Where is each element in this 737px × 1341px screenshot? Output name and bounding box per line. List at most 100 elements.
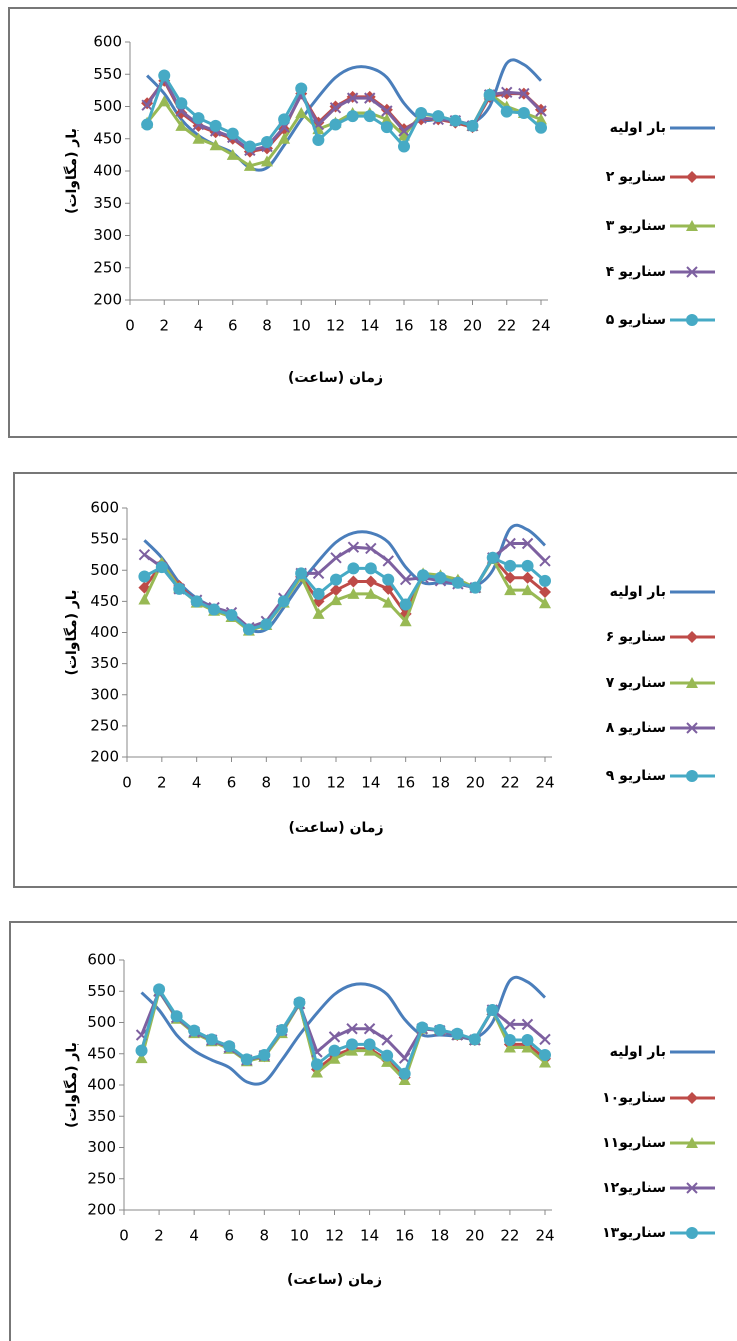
marker xyxy=(522,560,534,572)
y-tick-label: 450 xyxy=(87,1044,116,1062)
x-tick-label: 10 xyxy=(292,317,311,335)
marker xyxy=(311,1058,323,1070)
x-tick-label: 14 xyxy=(360,1227,379,1245)
x-tick-label: 18 xyxy=(429,317,448,335)
marker xyxy=(451,1028,463,1040)
x-tick-label: 24 xyxy=(531,317,550,335)
y-tick-label: 300 xyxy=(90,685,119,703)
y-axis-label: بار (مگاوات) xyxy=(63,590,80,676)
legend-label: سناریو۱۱ xyxy=(602,1135,666,1151)
marker xyxy=(330,119,342,131)
y-tick-label: 500 xyxy=(90,561,119,579)
x-tick-label: 2 xyxy=(157,774,167,792)
marker xyxy=(432,110,444,122)
marker xyxy=(158,70,170,82)
marker xyxy=(138,570,150,582)
legend-marker xyxy=(686,770,698,782)
marker xyxy=(364,1038,376,1050)
x-tick-label: 8 xyxy=(262,317,272,335)
marker xyxy=(295,82,307,94)
marker xyxy=(399,1068,411,1080)
x-tick-label: 2 xyxy=(154,1227,164,1245)
marker xyxy=(383,556,393,566)
x-tick-label: 18 xyxy=(431,774,450,792)
marker xyxy=(331,553,341,563)
legend-marker xyxy=(686,631,698,643)
marker xyxy=(400,598,412,610)
y-tick-label: 350 xyxy=(93,194,122,212)
marker xyxy=(312,134,324,146)
y-tick-label: 400 xyxy=(93,162,122,180)
marker xyxy=(278,113,290,125)
marker xyxy=(467,120,479,132)
x-axis-label: زمان (ساعت) xyxy=(287,1272,382,1288)
legend-label: سناریو۱۳ xyxy=(602,1225,666,1241)
marker xyxy=(223,1040,235,1052)
series-line xyxy=(142,977,545,1084)
x-tick-label: 22 xyxy=(497,317,516,335)
y-tick-label: 200 xyxy=(93,291,122,309)
x-tick-label: 2 xyxy=(159,317,169,335)
legend-label: سناریو ۴ xyxy=(606,264,666,280)
marker xyxy=(398,140,410,152)
marker xyxy=(487,552,499,564)
page: 2002503003504004505005506000246810121416… xyxy=(0,0,737,1341)
marker xyxy=(227,128,239,140)
marker xyxy=(175,97,187,109)
marker xyxy=(518,107,530,119)
x-tick-label: 16 xyxy=(394,317,413,335)
x-tick-label: 6 xyxy=(227,774,237,792)
series-line xyxy=(147,60,541,170)
y-tick-label: 550 xyxy=(93,65,122,83)
figure: 2002503003504004505005506000246810121416… xyxy=(0,0,737,1341)
x-tick-label: 16 xyxy=(396,774,415,792)
marker xyxy=(381,121,393,133)
marker xyxy=(191,595,203,607)
x-tick-label: 6 xyxy=(228,317,238,335)
y-tick-label: 250 xyxy=(93,258,122,276)
marker xyxy=(346,1038,358,1050)
legend-label: سناریو ۲ xyxy=(606,169,666,185)
legend-label: سناریو ۶ xyxy=(606,629,666,645)
marker xyxy=(365,575,377,587)
legend-label: سناریو۱۰ xyxy=(602,1090,666,1106)
marker xyxy=(276,1024,288,1036)
marker xyxy=(504,1034,516,1046)
x-tick-label: 10 xyxy=(292,774,311,792)
series-line xyxy=(144,558,545,630)
x-tick-label: 4 xyxy=(192,774,202,792)
marker xyxy=(347,562,359,574)
y-tick-label: 250 xyxy=(87,1169,116,1187)
legend-label: سناریو ۸ xyxy=(606,720,666,736)
marker xyxy=(540,556,550,566)
series-line xyxy=(144,525,545,631)
legend-label: بار اولیه xyxy=(610,1044,666,1060)
x-tick-label: 10 xyxy=(290,1227,309,1245)
legend-label: سناریو۱۲ xyxy=(602,1180,666,1196)
marker xyxy=(188,1025,200,1037)
legend-marker xyxy=(686,171,698,183)
marker xyxy=(501,106,513,118)
marker xyxy=(365,562,377,574)
y-tick-label: 350 xyxy=(87,1107,116,1125)
legend-label: سناریو ۳ xyxy=(606,218,666,234)
x-tick-label: 22 xyxy=(500,1227,519,1245)
marker xyxy=(139,550,149,560)
x-tick-label: 14 xyxy=(360,317,379,335)
marker xyxy=(241,1053,253,1065)
marker xyxy=(226,609,238,621)
y-axis-label: بار (مگاوات) xyxy=(63,1042,80,1128)
legend-label: سناریو ۹ xyxy=(606,768,666,784)
marker xyxy=(417,569,429,581)
marker xyxy=(382,574,394,586)
x-tick-label: 0 xyxy=(125,317,135,335)
x-tick-label: 12 xyxy=(326,774,345,792)
marker xyxy=(171,1010,183,1022)
marker xyxy=(364,110,376,122)
marker xyxy=(535,122,547,134)
y-tick-label: 600 xyxy=(93,33,122,51)
x-tick-label: 20 xyxy=(463,317,482,335)
x-tick-label: 22 xyxy=(501,774,520,792)
y-tick-label: 600 xyxy=(90,499,119,517)
marker xyxy=(539,575,551,587)
